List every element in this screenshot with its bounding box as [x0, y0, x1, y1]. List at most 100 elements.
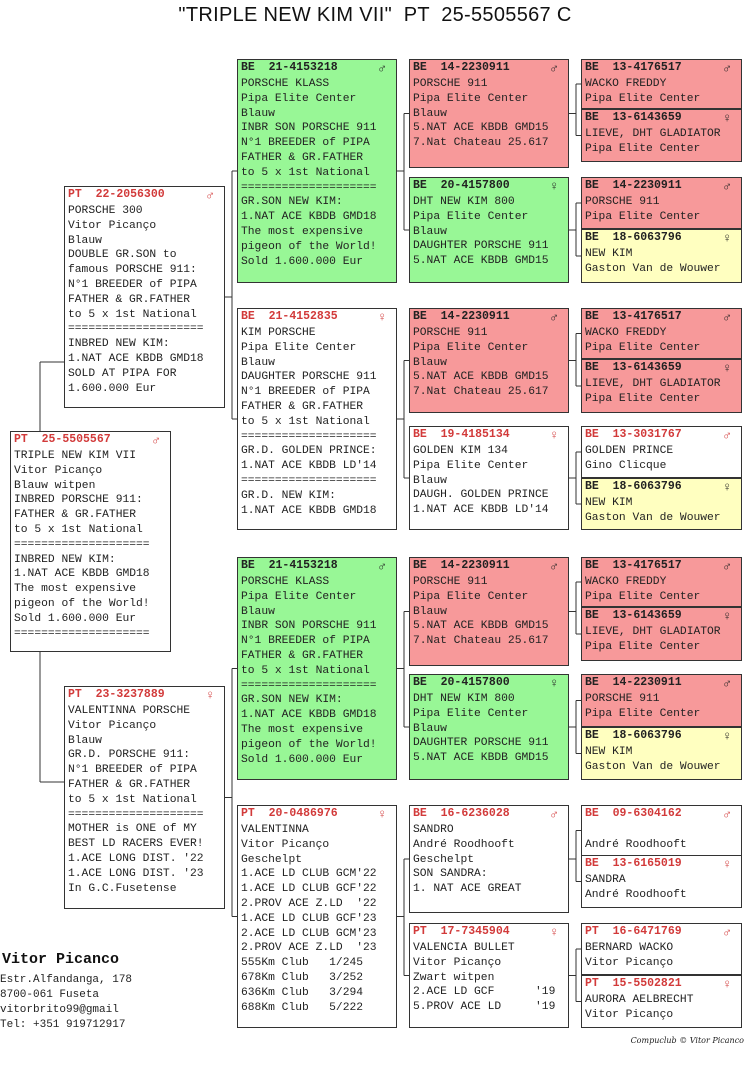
- ring-number: 13-6165019: [612, 857, 682, 870]
- pigeon-info-line: PORSCHE 911: [585, 693, 660, 705]
- ring-number: 18-6063796: [612, 729, 682, 742]
- male-icon: ♂: [723, 676, 731, 691]
- ring-header: BE 13-6165019 ♀: [585, 857, 741, 873]
- pigeon-card: PT 22-2056300 ♂ PORSCHE 300 Vitor Picanço Bl…: [64, 186, 225, 408]
- pigeon-card: BE 14-2230911 ♂ PORSCHE 911 Pipa Elite Cent…: [581, 674, 742, 727]
- pigeon-info-line: Blauw: [241, 356, 275, 369]
- ring-number: 19-4185134: [440, 428, 510, 441]
- pigeon-info-line: André Roodhooft: [585, 838, 687, 851]
- female-icon: ♀: [723, 111, 731, 126]
- pigeon-info-line: GR.D. NEW KIM:: [241, 489, 336, 502]
- pigeon-card: BE 21-4153218 ♂ PORSCHE KLASS Pipa Elite Ce…: [237, 59, 397, 283]
- country-code: PT: [585, 925, 599, 938]
- pigeon-info-line: TRIPLE NEW KIM VII: [14, 450, 137, 462]
- country-code: BE: [241, 61, 255, 74]
- male-icon: ♂: [378, 61, 386, 76]
- pigeon-info-line: Pipa Elite Center: [241, 92, 357, 105]
- pigeon-info-line: PORSCHE KLASS: [241, 576, 330, 588]
- pigeon-info-line: DAUGHTER PORSCHE 911: [413, 737, 549, 750]
- country-code: BE: [585, 480, 599, 493]
- pigeon-info-line: PORSCHE 911: [413, 78, 488, 90]
- pigeon-info-line: 2.ACE LD CLUB GCM'23: [241, 927, 377, 940]
- ring-header: BE 13-6143659 ♀: [585, 111, 741, 127]
- pigeon-info-line: 1. NAT ACE GREAT: [413, 883, 522, 896]
- pigeon-card: BE 18-6063796 ♀ NEW KIM Gaston Van de Wouwe…: [581, 229, 742, 283]
- owner-email: vitorbrito99@gmail: [0, 1004, 119, 1016]
- pigeon-info-line: Blauw: [413, 722, 447, 735]
- pigeon-info-line: Pipa Elite Center: [413, 707, 529, 720]
- pigeon-info-line: DOUBLE GR.SON to: [68, 249, 177, 262]
- ring-number: 16-6236028: [440, 807, 510, 820]
- ring-number: 13-4176517: [612, 559, 682, 572]
- pigeon-info-line: DAUGHTER PORSCHE 911: [413, 240, 549, 253]
- pigeon-info-line: to 5 x 1st National: [68, 308, 197, 321]
- pigeon-info-line: Blauw: [241, 107, 275, 120]
- pigeon-info-line: ====================: [68, 808, 204, 821]
- pigeon-info-line: Pipa Elite Center: [413, 92, 529, 105]
- owner-phone: Tel: +351 919712917: [0, 1019, 126, 1031]
- pigeon-info-line: LIEVE, DHT GLADIATOR: [585, 378, 721, 390]
- pigeon-info-line: N°1 BREEDER of PIPA: [68, 764, 197, 777]
- pigeon-info-line: GOLDEN PRINCE: [585, 445, 674, 457]
- pigeon-card: BE 19-4185134 ♀ GOLDEN KIM 134 Pipa Elite C…: [409, 426, 569, 530]
- pigeon-info-line: INBR SON PORSCHE 911: [241, 620, 377, 633]
- ring-number: 14-2230911: [612, 676, 682, 689]
- country-code: BE: [585, 807, 599, 820]
- pigeon-card: BE 13-4176517 ♂ WACKO FREDDY Pipa Elite Cen…: [581, 59, 742, 109]
- ring-number: 25-5505567: [41, 433, 111, 446]
- pigeon-info-line: PORSCHE 911: [413, 327, 488, 339]
- pigeon-info-line: 1.ACE LONG DIST. '22: [68, 852, 204, 865]
- male-icon: ♂: [550, 807, 558, 822]
- male-icon: ♂: [550, 61, 558, 76]
- pigeon-info-line: VALENCIA BULLET: [413, 942, 515, 954]
- female-icon: ♀: [550, 676, 558, 691]
- pigeon-card: BE 18-6063796 ♀ NEW KIM Gaston Van de Wouwe…: [581, 727, 742, 780]
- pigeon-info-line: ====================: [14, 627, 150, 640]
- pigeon-info-line: Sold 1.600.000 Eur: [241, 255, 364, 268]
- pigeon-info-line: LIEVE, DHT GLADIATOR: [585, 626, 721, 638]
- ring-number: 17-7345904: [440, 925, 510, 938]
- male-icon: ♂: [206, 188, 214, 203]
- pigeon-info-line: NEW KIM: [585, 497, 633, 509]
- pigeon-info-line: N°1 BREEDER of PIPA: [241, 635, 370, 648]
- ring-header: PT 22-2056300 ♂: [68, 188, 224, 204]
- female-icon: ♀: [550, 179, 558, 194]
- ring-number: 21-4153218: [268, 559, 338, 572]
- female-icon: ♀: [723, 361, 731, 376]
- country-code: PT: [413, 925, 427, 938]
- ring-header: BE 13-4176517 ♂: [585, 310, 741, 326]
- pigeon-info-line: 1.NAT ACE KBDB GMD18: [68, 352, 204, 365]
- pigeon-info-line: INBR SON PORSCHE 911: [241, 122, 377, 135]
- country-code: BE: [585, 231, 599, 244]
- pigeon-info-line: WACKO FREDDY: [585, 327, 667, 339]
- ring-header: BE 09-6304162 ♂: [585, 807, 741, 823]
- pigeon-card-subject: PT 25-5505567 ♂ TRIPLE NEW KIM VII Vitor Pi…: [10, 431, 171, 652]
- male-icon: ♂: [550, 559, 558, 574]
- ring-number: 13-4176517: [612, 61, 682, 74]
- pigeon-info-line: PORSCHE KLASS: [241, 78, 330, 90]
- pigeon-info-line: 555Km Club 1/245: [241, 957, 364, 970]
- pigeon-info-line: 678Km Club 3/252: [241, 971, 364, 984]
- ring-header: BE 13-4176517 ♂: [585, 61, 741, 77]
- pigeon-info-line: 1.NAT ACE KBDB GMD18: [241, 709, 377, 722]
- ring-number: 21-4153218: [268, 61, 338, 74]
- ring-header: BE 16-6236028 ♂: [413, 807, 568, 823]
- pigeon-info-line: 1.ACE LD CLUB GCM'22: [241, 868, 377, 881]
- male-icon: ♂: [723, 179, 731, 194]
- pigeon-info-line: Pipa Elite Center: [585, 590, 701, 603]
- ring-number: 16-6471769: [612, 925, 682, 938]
- pigeon-card: BE 13-6143659 ♀ LIEVE, DHT GLADIATOR Pipa E…: [581, 109, 742, 162]
- pigeon-info-line: N°1 BREEDER of PIPA: [241, 137, 370, 150]
- pigeon-info-line: Pipa Elite Center: [413, 459, 529, 472]
- country-code: BE: [585, 361, 599, 374]
- pigeon-info-line: pigeon of the World!: [241, 240, 377, 253]
- pigeon-card: PT 23-3237889 ♀ VALENTINNA PORSCHE Vitor Pi…: [64, 686, 225, 909]
- ring-header: BE 14-2230911 ♂: [413, 310, 568, 326]
- pigeon-info-line: VALENTINNA PORSCHE: [68, 705, 191, 717]
- country-code: BE: [585, 61, 599, 74]
- pigeon-card: BE 16-6236028 ♂ SANDRO André Roodhooft Gesch…: [409, 805, 569, 913]
- owner-name: Vitor Picanco: [2, 951, 120, 968]
- pigeon-card: BE 20-4157800 ♀ DHT NEW KIM 800 Pipa Elite …: [409, 674, 569, 780]
- country-code: PT: [14, 433, 28, 446]
- ring-header: PT 15-5502821 ♀: [585, 977, 741, 993]
